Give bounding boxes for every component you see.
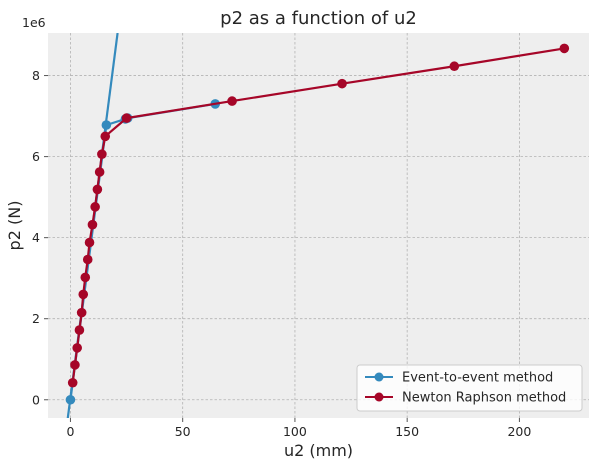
- data-point: [76, 307, 87, 318]
- legend-marker-event-to-event: [374, 372, 384, 382]
- data-point: [84, 237, 95, 248]
- data-point: [80, 272, 91, 283]
- legend-box: [356, 364, 583, 412]
- y-axis-label: p2 (N): [5, 201, 24, 251]
- data-point: [74, 325, 85, 335]
- grid-lines: [48, 33, 589, 418]
- y-tick-label: 4: [32, 230, 40, 245]
- data-point: [337, 78, 347, 89]
- legend-marker-newton-raphson: [374, 392, 384, 402]
- data-point: [65, 394, 76, 405]
- legend: Event-to-event method Newton Raphson met…: [356, 364, 583, 412]
- data-point: [449, 61, 460, 72]
- legend-label-newton-raphson: Newton Raphson method: [402, 391, 566, 406]
- x-tick-label: 50: [175, 424, 191, 439]
- x-tick-label: 100: [283, 424, 307, 439]
- chart-title: p2 as a function of u2: [220, 8, 417, 29]
- x-axis-label: u2 (mm): [284, 441, 353, 460]
- x-axis-ticks: 0 50 100 150 200: [66, 418, 531, 439]
- data-point: [70, 360, 80, 370]
- x-tick-label: 0: [66, 424, 74, 439]
- data-point: [100, 131, 111, 142]
- plot-area: [48, 33, 589, 418]
- x-tick-label: 200: [507, 424, 531, 439]
- data-point: [82, 254, 93, 265]
- data-point: [121, 113, 132, 123]
- data-point: [97, 149, 107, 159]
- data-point: [559, 43, 570, 54]
- y-tick-label: 0: [32, 392, 40, 407]
- data-point: [101, 120, 112, 130]
- data-point: [87, 219, 98, 230]
- data-point: [67, 377, 78, 388]
- data-point: [72, 343, 82, 353]
- data-point: [227, 96, 237, 106]
- series-newton-raphson-method: [67, 43, 570, 388]
- series-layer: [65, 33, 570, 418]
- data-point: [94, 167, 105, 177]
- y-axis-offset-label: 1e6: [22, 15, 46, 30]
- data-point: [78, 289, 89, 300]
- y-axis-ticks: 0 2 4 6 8: [32, 68, 48, 407]
- y-tick-label: 8: [32, 68, 40, 83]
- series-clip-group: [65, 33, 570, 418]
- data-point: [90, 202, 100, 212]
- x-tick-label: 150: [395, 424, 419, 439]
- data-point: [92, 184, 103, 195]
- legend-label-event-to-event: Event-to-event method: [402, 371, 553, 386]
- y-tick-label: 6: [32, 149, 40, 164]
- y-tick-label: 2: [32, 311, 40, 326]
